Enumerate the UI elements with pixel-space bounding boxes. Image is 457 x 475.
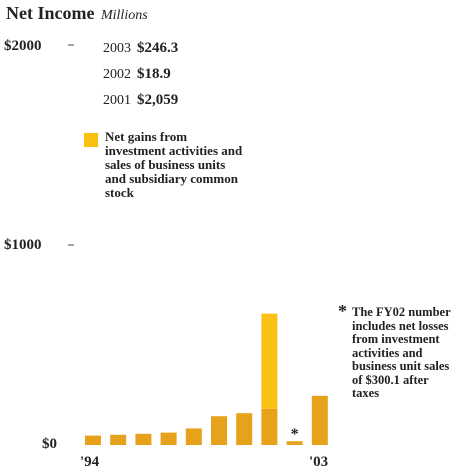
annual-value: $246.3	[137, 40, 179, 56]
annual-row-2003: 2003 $246.3	[103, 40, 178, 57]
annual-year: 2001	[103, 93, 131, 108]
x-tick-label-94: '94	[80, 454, 100, 470]
legend-label: Net gains from investment activities and…	[105, 129, 243, 200]
bar-'01	[261, 408, 278, 445]
bar-'98	[185, 428, 202, 445]
annual-row-2001: 2001 $2,059	[103, 92, 178, 109]
annual-row-2002: 2002 $18.9	[103, 66, 171, 83]
annual-value: $2,059	[137, 92, 179, 108]
bar-'00	[236, 413, 253, 445]
legend-swatch	[84, 133, 98, 147]
bar-annotation: *	[291, 426, 299, 443]
annual-value: $18.9	[137, 66, 171, 82]
bar-'96	[135, 433, 152, 445]
x-tick-label-03: '03	[309, 454, 329, 470]
chart-title: Net Income Millions	[6, 3, 148, 24]
y-tick-label-2000: $2000	[4, 38, 42, 54]
bar-'95	[110, 434, 127, 445]
chart-title-text: Net Income	[6, 3, 95, 23]
footnote-marker: *	[338, 301, 347, 321]
chart-subtitle: Millions	[100, 8, 148, 23]
bar-'03	[311, 395, 328, 445]
y-tick-label-1000: $1000	[4, 237, 42, 253]
y-tick-label-0: $0	[42, 436, 57, 452]
bar-gains-'01	[261, 313, 278, 409]
footnote-text: The FY02 number includes net losses from…	[352, 305, 451, 400]
bar-'02	[286, 441, 303, 445]
annual-year: 2003	[103, 41, 131, 56]
bar-'99	[211, 416, 227, 445]
bar-'94	[85, 435, 101, 445]
annual-year: 2002	[103, 67, 131, 82]
bar-'97	[160, 432, 177, 445]
